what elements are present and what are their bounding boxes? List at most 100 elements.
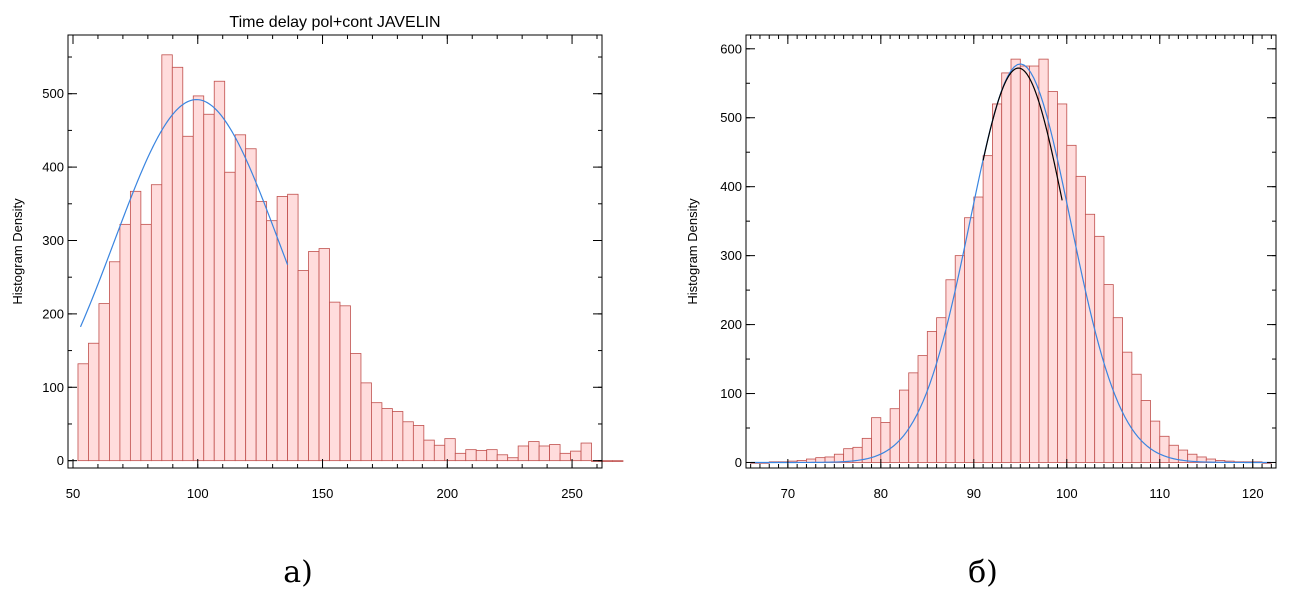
histogram-bar xyxy=(287,193,299,462)
histogram-bar xyxy=(129,190,142,462)
y-axis-title: Histogram Density xyxy=(685,198,700,305)
histogram-bar xyxy=(402,421,414,462)
histogram-bar xyxy=(412,425,425,462)
y-tick-label: 200 xyxy=(720,317,742,332)
histogram-bar xyxy=(992,103,1003,463)
histogram-bar xyxy=(908,372,919,463)
histogram-bar xyxy=(612,460,624,462)
fit-curve-2 xyxy=(982,67,1063,201)
histogram-bar xyxy=(318,248,330,462)
fit-curve-1 xyxy=(750,63,1272,464)
histogram-bar xyxy=(559,452,571,462)
histogram-bar xyxy=(945,279,956,463)
histogram-bar xyxy=(308,251,320,462)
histogram-bar xyxy=(454,452,467,462)
histogram-bar xyxy=(517,445,530,462)
histogram-bar xyxy=(926,331,938,463)
y-tick-label: 500 xyxy=(720,110,742,125)
y-tick-label: 200 xyxy=(42,306,64,321)
histogram-bar xyxy=(381,408,393,462)
fit-curve-1 xyxy=(79,98,289,328)
histogram-bar xyxy=(203,113,215,462)
histogram-bar xyxy=(465,449,477,462)
histogram-bar xyxy=(423,439,435,462)
histogram-bar xyxy=(1075,175,1086,463)
histogram-bar xyxy=(1131,373,1142,463)
histogram-bar xyxy=(528,441,540,462)
y-axis-title: Histogram Density xyxy=(10,198,25,305)
chart-title: Time delay pol+cont JAVELIN xyxy=(229,14,440,31)
histogram-bar xyxy=(1066,144,1077,463)
histogram-bar xyxy=(109,261,121,462)
histogram-bar xyxy=(899,389,910,463)
plot-frame xyxy=(67,34,603,469)
histogram-bar xyxy=(1112,317,1123,463)
histogram-bar xyxy=(360,382,372,462)
x-tick-label: 70 xyxy=(781,486,795,501)
y-tick-label: 400 xyxy=(720,179,742,194)
histogram-bar xyxy=(580,442,592,462)
panel-label: а) xyxy=(283,555,313,590)
histogram-bar xyxy=(339,305,351,462)
histogram-bar xyxy=(601,460,613,462)
histogram-bar xyxy=(224,171,236,462)
histogram-bar xyxy=(486,449,498,462)
histogram-bar xyxy=(371,402,383,462)
x-tick-label: 100 xyxy=(1056,486,1078,501)
x-tick-label: 80 xyxy=(874,486,888,501)
histogram-bar xyxy=(1084,213,1096,463)
x-tick-label: 200 xyxy=(436,486,458,501)
histogram-bar xyxy=(1047,91,1058,463)
histogram-bar xyxy=(1029,65,1040,463)
histogram-bar xyxy=(1122,351,1133,463)
histogram-bar xyxy=(880,422,891,463)
x-tick-label: 120 xyxy=(1242,486,1264,501)
histogram-bar xyxy=(234,134,247,462)
histogram-bar xyxy=(843,448,854,463)
y-tick-label: 0 xyxy=(57,453,64,468)
histogram-bar xyxy=(1001,72,1012,463)
y-tick-label: 0 xyxy=(735,455,742,470)
histogram-bar xyxy=(297,270,309,462)
y-tick-label: 400 xyxy=(42,160,64,175)
histogram-bar xyxy=(1057,103,1068,463)
y-tick-label: 300 xyxy=(720,248,742,263)
histogram-bar xyxy=(1103,284,1114,463)
x-tick-label: 110 xyxy=(1149,486,1170,501)
histogram-bar xyxy=(192,95,205,462)
histogram-bar xyxy=(1019,65,1030,463)
x-tick-label: 250 xyxy=(561,486,583,501)
histogram-bar xyxy=(1159,435,1170,463)
y-tick-label: 300 xyxy=(42,233,64,248)
histogram-bar xyxy=(475,449,488,462)
histogram-bar xyxy=(245,148,257,462)
histogram-bar xyxy=(973,196,984,463)
y-tick-label: 100 xyxy=(42,380,64,395)
histogram-bar xyxy=(161,54,173,462)
histogram-bar xyxy=(538,445,550,462)
histogram-bar xyxy=(276,196,288,462)
x-tick-label: 100 xyxy=(187,486,209,501)
histogram-bar xyxy=(1094,235,1105,463)
histogram-bar xyxy=(444,438,456,462)
chart-panel-1: 50 100 150 200 250 0 100 200 300 400 500 Histogram … xyxy=(10,14,624,590)
chart-panel-2: 70 80 90 100 110 120 0 100 200 300 400 500 600 Histog… xyxy=(685,34,1277,590)
histogram-bar xyxy=(433,444,446,462)
histogram-bar xyxy=(964,217,975,463)
x-tick-label: 150 xyxy=(312,486,334,501)
y-tick-label: 500 xyxy=(42,86,64,101)
histogram-bar xyxy=(213,80,226,462)
histogram-bar xyxy=(889,408,900,463)
histogram-bar xyxy=(77,363,89,462)
histogram-bar xyxy=(496,454,509,462)
histogram-bar xyxy=(1010,58,1021,463)
histogram-bar xyxy=(549,444,561,462)
histogram-bar xyxy=(1140,400,1151,463)
histogram-bar xyxy=(255,201,268,462)
y-tick-label: 100 xyxy=(720,386,742,401)
histogram-bar xyxy=(507,457,519,462)
histogram-bar xyxy=(182,135,194,462)
histogram-bar xyxy=(350,353,362,462)
histogram-bar xyxy=(119,223,131,462)
